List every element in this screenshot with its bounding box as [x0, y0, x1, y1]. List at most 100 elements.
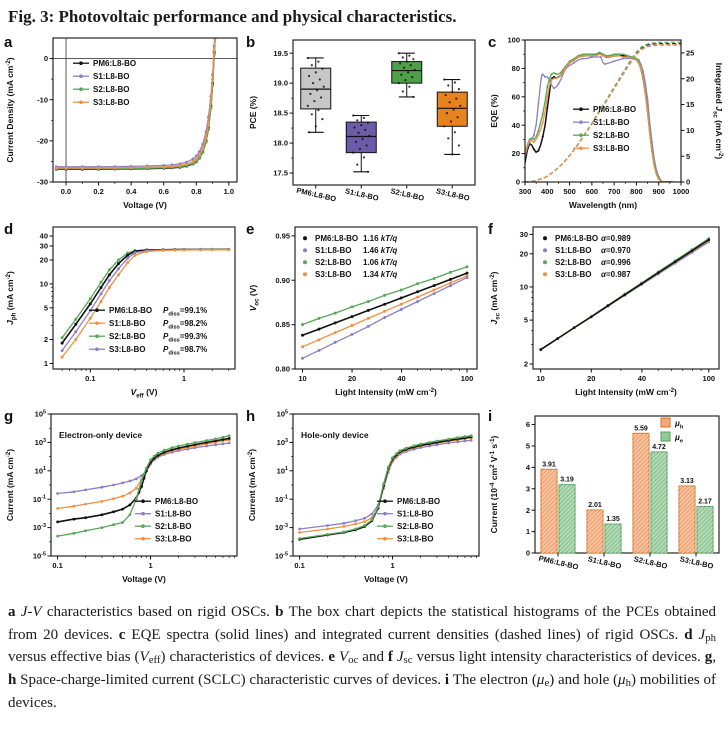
svg-text:30: 30	[40, 242, 48, 251]
svg-text:2.17: 2.17	[698, 499, 712, 506]
svg-text:18.0: 18.0	[273, 139, 288, 148]
panel-g-electron-sclc-chart: g 0.1 1 Voltage (V) 10-5 10-3 10-1 101 103 105 Cur…	[1, 406, 243, 593]
svg-text:S3:L8-BO: S3:L8-BO	[109, 345, 145, 354]
svg-text:40: 40	[512, 121, 520, 130]
svg-text:μe: μe	[674, 433, 683, 444]
panel-a-svg: 0.0 0.2 0.4 0.6 0.8 1.0 Voltage (V) 0 -10 -20 -30 C…	[5, 37, 238, 210]
svg-text:S1:L8-BO: S1:L8-BO	[155, 510, 191, 519]
svg-text:0: 0	[516, 178, 520, 187]
svg-text:0.0: 0.0	[61, 187, 71, 196]
svg-text:Current Density (mA cm-2): Current Density (mA cm-2)	[5, 57, 15, 162]
svg-text:Current (mA cm-2): Current (mA cm-2)	[5, 449, 15, 521]
svg-text:1: 1	[526, 527, 530, 536]
svg-text:Pdiss=99.3%: Pdiss=99.3%	[163, 332, 207, 343]
svg-text:40: 40	[638, 374, 646, 383]
svg-text:20: 20	[40, 256, 48, 265]
svg-text:40: 40	[397, 374, 405, 383]
svg-text:10-5: 10-5	[275, 551, 288, 560]
svg-text:0.90: 0.90	[275, 276, 290, 285]
svg-text:4.72: 4.72	[652, 444, 666, 451]
svg-text:20: 20	[512, 149, 520, 158]
svg-text:19.0: 19.0	[273, 79, 288, 88]
svg-text:0: 0	[44, 54, 48, 63]
svg-text:S1:L8-BO: S1:L8-BO	[109, 319, 145, 328]
svg-text:1: 1	[182, 374, 186, 383]
svg-text:400: 400	[541, 187, 554, 196]
svg-text:Wavelength (nm): Wavelength (nm)	[569, 200, 637, 210]
svg-text:5: 5	[526, 442, 530, 451]
svg-text:S2:L8-BO: S2:L8-BO	[555, 258, 591, 267]
svg-text:Pdiss=99.1%: Pdiss=99.1%	[163, 306, 207, 317]
svg-text:103: 103	[35, 438, 46, 447]
svg-text:10-1: 10-1	[275, 495, 288, 504]
svg-text:S2:L8-BO: S2:L8-BO	[315, 258, 351, 267]
svg-text:S3:L8-BO: S3:L8-BO	[315, 270, 351, 279]
svg-text:-30: -30	[37, 178, 48, 187]
svg-text:S3:L8-BO: S3:L8-BO	[155, 535, 191, 544]
svg-text:μh: μh	[674, 419, 684, 430]
panel-b-svg: 17.5 18.0 18.5 19.0 19.5 PCE (%) PM6:L8-BO S1:L…	[248, 39, 476, 204]
panel-letter-e: e	[246, 221, 255, 238]
svg-text:α=0.970: α=0.970	[601, 246, 631, 255]
svg-text:500: 500	[563, 187, 576, 196]
svg-text:PCE (%): PCE (%)	[248, 96, 258, 129]
svg-text:1.0: 1.0	[224, 187, 234, 196]
svg-text:19.5: 19.5	[273, 49, 288, 58]
svg-text:S1:L8-BO: S1:L8-BO	[587, 554, 622, 570]
panel-grid: a 0.0 0.2 0.4 0.6 0.8 1.0 Voltage (V) 0 -10 -20 -30…	[1, 32, 728, 593]
svg-text:0: 0	[686, 178, 690, 187]
svg-text:0.95: 0.95	[275, 231, 290, 240]
svg-text:PM6:L8-BO: PM6:L8-BO	[593, 105, 636, 114]
svg-text:PM6:L8-BO: PM6:L8-BO	[315, 234, 358, 243]
figure-caption: a J-V characteristics based on rigid OSC…	[8, 604, 717, 711]
svg-text:0.1: 0.1	[85, 374, 95, 383]
panel-letter-a: a	[4, 34, 13, 51]
svg-text:Integrated Jsc (mA cm-2): Integrated Jsc (mA cm-2)	[712, 63, 725, 160]
svg-text:10-3: 10-3	[33, 523, 46, 532]
svg-text:S2:L8-BO: S2:L8-BO	[397, 522, 433, 531]
svg-text:Voc (V): Voc (V)	[248, 285, 260, 312]
panel-letter-g: g	[4, 408, 14, 425]
svg-text:3: 3	[526, 484, 530, 493]
svg-text:2: 2	[44, 335, 48, 344]
svg-text:100: 100	[507, 36, 520, 45]
panel-i-mobility-chart: i 0 1 2 3 4 5 6 Current (10-4 cm2 V-1 s-1) 3.91 3.…	[485, 406, 727, 593]
svg-text:PM6:L8-BO: PM6:L8-BO	[109, 306, 152, 315]
svg-text:10: 10	[537, 374, 545, 383]
svg-text:Veff (V): Veff (V)	[131, 387, 158, 399]
svg-text:0.2: 0.2	[93, 187, 103, 196]
panel-i-svg: 0 1 2 3 4 5 6 Current (10-4 cm2 V-1 s-1) 3.91 3.1…	[489, 415, 720, 572]
svg-text:17.5: 17.5	[273, 169, 288, 178]
svg-text:103: 103	[277, 438, 288, 447]
panel-e-voc-chart: e 10 20 40 100 Light Intensity (mW cm-2) 0.80 0…	[243, 219, 485, 406]
svg-text:300: 300	[519, 187, 532, 196]
svg-text:0.8: 0.8	[191, 187, 201, 196]
svg-text:80: 80	[512, 64, 520, 73]
svg-text:10: 10	[520, 283, 528, 292]
svg-text:1.06 kT/q: 1.06 kT/q	[363, 258, 397, 267]
svg-text:0.6: 0.6	[159, 187, 169, 196]
svg-text:S2:L8-BO: S2:L8-BO	[593, 131, 629, 140]
svg-text:5: 5	[44, 303, 48, 312]
svg-text:30: 30	[520, 230, 528, 239]
svg-text:3.91: 3.91	[542, 461, 556, 468]
svg-text:Voltage (V): Voltage (V)	[122, 574, 166, 584]
svg-text:S1:L8-BO: S1:L8-BO	[555, 246, 591, 255]
svg-text:20: 20	[520, 249, 528, 258]
svg-text:15: 15	[686, 100, 694, 109]
svg-text:Current (10-4 cm2 V-1 s-1): Current (10-4 cm2 V-1 s-1)	[489, 436, 499, 534]
svg-text:1.34 kT/q: 1.34 kT/q	[363, 270, 397, 279]
svg-text:S1:L8-BO: S1:L8-BO	[593, 118, 629, 127]
svg-text:0.4: 0.4	[126, 187, 137, 196]
svg-text:Pdiss=98.7%: Pdiss=98.7%	[163, 345, 207, 356]
svg-text:S3:L8-BO: S3:L8-BO	[435, 186, 470, 202]
svg-text:1.46 kT/q: 1.46 kT/q	[363, 246, 397, 255]
svg-text:10-1: 10-1	[33, 495, 46, 504]
svg-text:S3:L8-BO: S3:L8-BO	[93, 98, 129, 107]
panel-letter-b: b	[246, 34, 256, 51]
svg-text:S3:L8-BO: S3:L8-BO	[397, 535, 433, 544]
svg-text:40: 40	[40, 232, 48, 241]
svg-text:0.1: 0.1	[52, 561, 62, 570]
